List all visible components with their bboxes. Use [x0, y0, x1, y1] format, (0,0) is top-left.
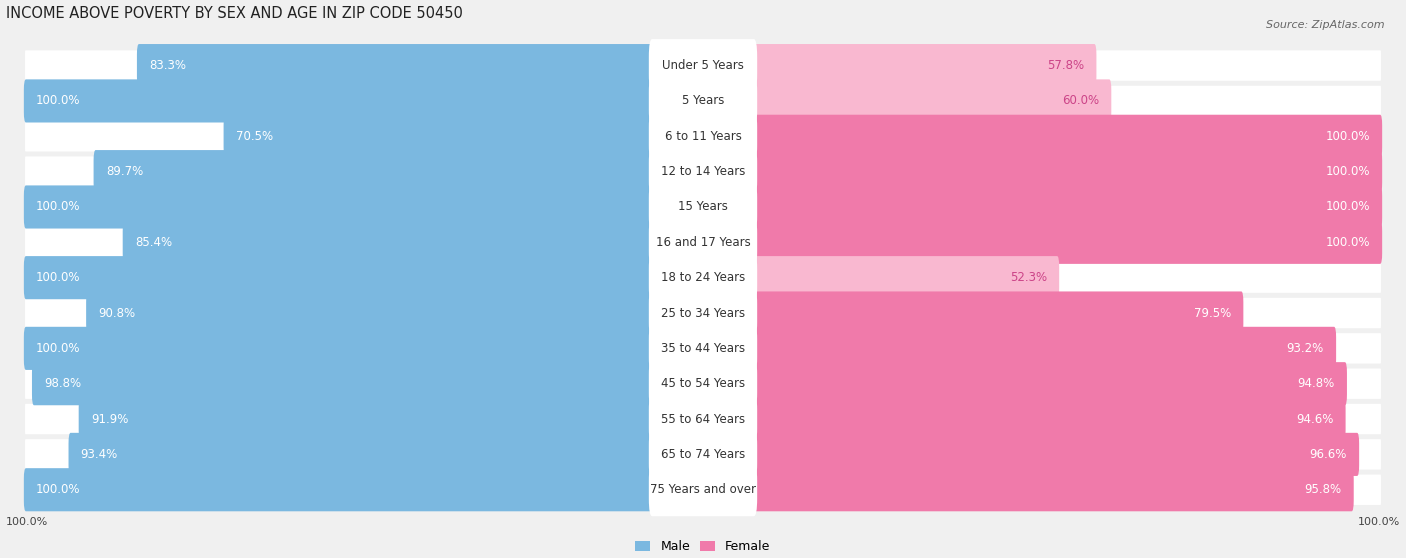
FancyBboxPatch shape: [748, 79, 1111, 123]
Text: 75 Years and over: 75 Years and over: [650, 483, 756, 496]
FancyBboxPatch shape: [25, 227, 1381, 258]
FancyBboxPatch shape: [648, 463, 758, 516]
FancyBboxPatch shape: [24, 185, 658, 229]
Text: 89.7%: 89.7%: [105, 165, 143, 178]
Text: 12 to 14 Years: 12 to 14 Years: [661, 165, 745, 178]
FancyBboxPatch shape: [25, 50, 1381, 81]
Text: 100.0%: 100.0%: [37, 271, 80, 284]
Text: 70.5%: 70.5%: [236, 130, 273, 143]
FancyBboxPatch shape: [24, 256, 658, 299]
FancyBboxPatch shape: [748, 327, 1336, 370]
Text: 100.0%: 100.0%: [1326, 165, 1369, 178]
Text: 60.0%: 60.0%: [1062, 94, 1099, 108]
FancyBboxPatch shape: [748, 256, 1059, 299]
FancyBboxPatch shape: [648, 357, 758, 410]
Text: 100.0%: 100.0%: [6, 517, 48, 527]
FancyBboxPatch shape: [648, 74, 758, 127]
FancyBboxPatch shape: [748, 362, 1347, 405]
FancyBboxPatch shape: [648, 428, 758, 481]
FancyBboxPatch shape: [25, 156, 1381, 187]
FancyBboxPatch shape: [648, 322, 758, 375]
FancyBboxPatch shape: [748, 150, 1382, 193]
Text: 98.8%: 98.8%: [44, 377, 82, 390]
FancyBboxPatch shape: [136, 44, 658, 87]
FancyBboxPatch shape: [25, 368, 1381, 399]
Text: 100.0%: 100.0%: [1326, 130, 1369, 143]
Text: 18 to 24 Years: 18 to 24 Years: [661, 271, 745, 284]
Text: INCOME ABOVE POVERTY BY SEX AND AGE IN ZIP CODE 50450: INCOME ABOVE POVERTY BY SEX AND AGE IN Z…: [6, 6, 463, 21]
FancyBboxPatch shape: [25, 121, 1381, 151]
FancyBboxPatch shape: [79, 397, 658, 441]
Text: 93.4%: 93.4%: [80, 448, 118, 461]
FancyBboxPatch shape: [25, 298, 1381, 328]
Text: 91.9%: 91.9%: [91, 412, 128, 426]
FancyBboxPatch shape: [648, 110, 758, 163]
FancyBboxPatch shape: [748, 44, 1097, 87]
FancyBboxPatch shape: [25, 474, 1381, 505]
Text: 100.0%: 100.0%: [1326, 200, 1369, 214]
Text: 6 to 11 Years: 6 to 11 Years: [665, 130, 741, 143]
Text: 65 to 74 Years: 65 to 74 Years: [661, 448, 745, 461]
FancyBboxPatch shape: [648, 145, 758, 198]
FancyBboxPatch shape: [648, 216, 758, 269]
FancyBboxPatch shape: [748, 291, 1243, 335]
FancyBboxPatch shape: [748, 115, 1382, 158]
FancyBboxPatch shape: [648, 180, 758, 233]
Text: 94.6%: 94.6%: [1296, 412, 1333, 426]
Text: 16 and 17 Years: 16 and 17 Years: [655, 236, 751, 249]
FancyBboxPatch shape: [24, 79, 658, 123]
Text: Under 5 Years: Under 5 Years: [662, 59, 744, 72]
Text: 94.8%: 94.8%: [1298, 377, 1334, 390]
FancyBboxPatch shape: [24, 468, 658, 511]
Text: 96.6%: 96.6%: [1309, 448, 1347, 461]
FancyBboxPatch shape: [648, 392, 758, 445]
Legend: Male, Female: Male, Female: [630, 535, 776, 558]
Text: 25 to 34 Years: 25 to 34 Years: [661, 306, 745, 320]
FancyBboxPatch shape: [32, 362, 658, 405]
Text: 93.2%: 93.2%: [1286, 342, 1324, 355]
FancyBboxPatch shape: [86, 291, 658, 335]
FancyBboxPatch shape: [25, 86, 1381, 116]
FancyBboxPatch shape: [748, 468, 1354, 511]
Text: 100.0%: 100.0%: [1358, 517, 1400, 527]
Text: 85.4%: 85.4%: [135, 236, 172, 249]
Text: 100.0%: 100.0%: [37, 342, 80, 355]
FancyBboxPatch shape: [648, 39, 758, 92]
Text: 35 to 44 Years: 35 to 44 Years: [661, 342, 745, 355]
Text: 15 Years: 15 Years: [678, 200, 728, 214]
FancyBboxPatch shape: [25, 333, 1381, 364]
Text: 57.8%: 57.8%: [1047, 59, 1084, 72]
FancyBboxPatch shape: [25, 404, 1381, 434]
Text: 100.0%: 100.0%: [37, 483, 80, 496]
Text: 90.8%: 90.8%: [98, 306, 135, 320]
Text: 100.0%: 100.0%: [37, 200, 80, 214]
FancyBboxPatch shape: [648, 251, 758, 304]
FancyBboxPatch shape: [69, 433, 658, 476]
FancyBboxPatch shape: [24, 327, 658, 370]
FancyBboxPatch shape: [648, 286, 758, 339]
FancyBboxPatch shape: [122, 221, 658, 264]
Text: 45 to 54 Years: 45 to 54 Years: [661, 377, 745, 390]
Text: 52.3%: 52.3%: [1010, 271, 1047, 284]
FancyBboxPatch shape: [748, 397, 1346, 441]
Text: Source: ZipAtlas.com: Source: ZipAtlas.com: [1267, 20, 1385, 30]
Text: 95.8%: 95.8%: [1305, 483, 1341, 496]
FancyBboxPatch shape: [224, 115, 658, 158]
FancyBboxPatch shape: [748, 185, 1382, 229]
FancyBboxPatch shape: [94, 150, 658, 193]
Text: 79.5%: 79.5%: [1194, 306, 1232, 320]
Text: 83.3%: 83.3%: [149, 59, 186, 72]
FancyBboxPatch shape: [25, 262, 1381, 293]
FancyBboxPatch shape: [25, 439, 1381, 470]
Text: 100.0%: 100.0%: [37, 94, 80, 108]
FancyBboxPatch shape: [748, 433, 1360, 476]
FancyBboxPatch shape: [748, 221, 1382, 264]
Text: 100.0%: 100.0%: [1326, 236, 1369, 249]
Text: 5 Years: 5 Years: [682, 94, 724, 108]
FancyBboxPatch shape: [25, 192, 1381, 222]
Text: 55 to 64 Years: 55 to 64 Years: [661, 412, 745, 426]
